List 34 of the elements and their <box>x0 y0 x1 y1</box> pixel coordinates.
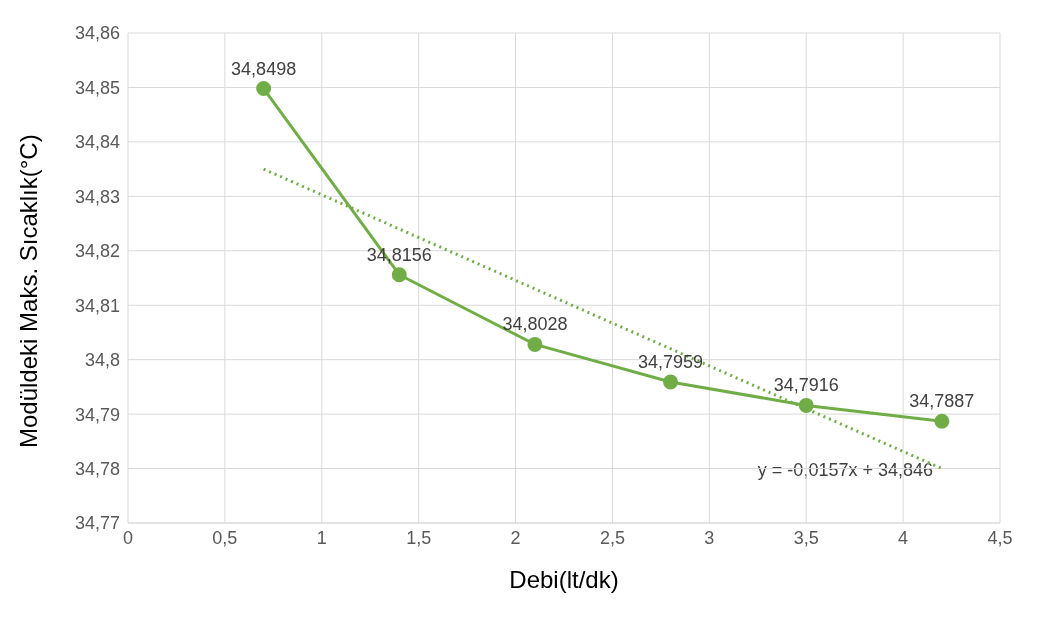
y-tick-label: 34,8 <box>84 350 120 371</box>
x-tick-label: 4,5 <box>987 527 1013 548</box>
data-label: 34,7916 <box>773 375 839 396</box>
y-tick-label: 34,83 <box>74 186 120 207</box>
x-tick-label: 3 <box>704 527 715 548</box>
x-axis-title: Debi(lt/dk) <box>509 566 619 593</box>
data-label: 34,8028 <box>502 314 568 335</box>
y-tick-label: 34,86 <box>74 23 120 44</box>
point <box>391 267 407 283</box>
point <box>527 336 543 352</box>
y-tick-label: 34,81 <box>74 295 120 316</box>
y-tick-label: 34,79 <box>74 404 120 425</box>
y-tick-label: 34,85 <box>74 77 120 98</box>
x-tick-label: 1 <box>316 527 327 548</box>
y-axis-title: Modüldeki Maks. Sıcaklık(°C) <box>14 134 42 448</box>
y-tick-label: 34,82 <box>74 241 120 262</box>
data-label: 34,7959 <box>638 351 704 372</box>
point <box>256 81 272 97</box>
data-label: 34,8498 <box>231 58 297 79</box>
x-tick-label: 0 <box>122 527 134 548</box>
point <box>663 374 679 390</box>
annotation: y = -0,0157x + 34,846 <box>757 460 933 481</box>
y-tick-label: 34,84 <box>74 132 120 153</box>
y-tick-label: 34,78 <box>74 458 120 479</box>
data-label: 34,7887 <box>909 391 975 412</box>
x-tick-label: 3,5 <box>793 527 819 548</box>
y-tick-label: 34,77 <box>74 513 120 534</box>
point <box>934 413 950 429</box>
x-tick-label: 2 <box>510 527 521 548</box>
point <box>798 397 814 413</box>
x-tick-label: 4 <box>898 527 909 548</box>
x-tick-label: 1,5 <box>406 527 432 548</box>
x-tick-label: 0,5 <box>212 527 238 548</box>
x-tick-label: 2,5 <box>599 527 625 548</box>
